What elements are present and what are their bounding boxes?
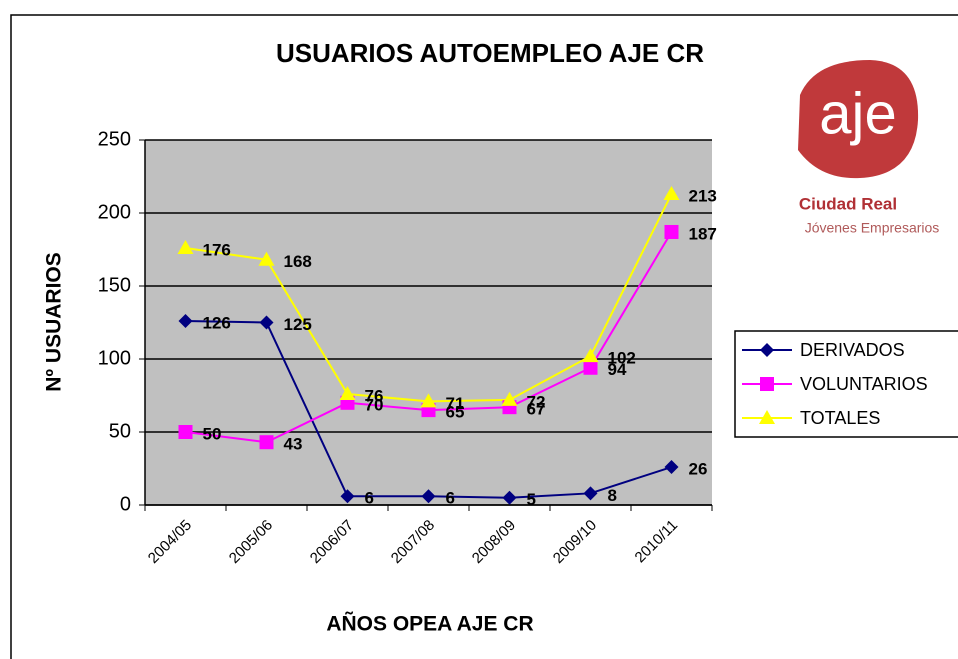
logo-line1: Ciudad Real (799, 194, 897, 213)
data-label: 187 (689, 224, 717, 243)
data-label: 125 (284, 315, 312, 334)
marker (502, 490, 517, 505)
data-label: 76 (365, 387, 384, 406)
marker (421, 489, 436, 504)
data-label: 126 (203, 314, 231, 333)
marker (664, 224, 679, 239)
marker (259, 435, 274, 450)
marker (760, 343, 774, 357)
legend: DERIVADOS VOLUNTARIOS TOTALES (734, 330, 958, 438)
marker (664, 460, 679, 475)
logo-shape (798, 60, 919, 179)
data-label: 176 (203, 241, 231, 260)
logo-line2: Jóvenes Empresarios (805, 220, 940, 236)
logo: aje Ciudad Real Jóvenes Empresarios (798, 60, 939, 236)
marker (663, 186, 680, 201)
x-axis-label: AÑOS OPEA AJE CR (326, 613, 533, 636)
data-label: 213 (689, 187, 717, 206)
marker (178, 425, 193, 439)
y-tick-label: 100 (98, 347, 131, 369)
y-tick-label: 250 (98, 128, 131, 150)
y-tick-label: 0 (120, 493, 131, 515)
data-label: 65 (446, 403, 465, 422)
y-axis-label: Nº USUARIOS (43, 252, 66, 392)
data-label: 6 (365, 489, 374, 508)
y-tick-label: 150 (98, 274, 131, 296)
logo-text: aje (819, 81, 896, 146)
marker (583, 486, 598, 501)
legend-label: VOLUNTARIOS (800, 374, 928, 394)
data-label: 102 (608, 349, 636, 368)
marker (177, 240, 194, 255)
marker (420, 393, 437, 408)
data-label: 50 (203, 424, 222, 443)
data-label: 94 (608, 360, 627, 379)
y-tick-label: 50 (109, 420, 131, 442)
data-label: 168 (284, 252, 312, 271)
data-label: 43 (284, 435, 303, 454)
legend-label: TOTALES (800, 408, 880, 428)
marker (759, 410, 775, 424)
data-label: 67 (527, 400, 546, 419)
data-label: 6 (446, 489, 455, 508)
legend-label: DERIVADOS (800, 340, 905, 360)
data-label: 70 (365, 395, 384, 414)
data-label: 26 (689, 460, 708, 479)
marker (582, 348, 599, 363)
data-label: 5 (527, 490, 536, 509)
chart-title: USUARIOS AUTOEMPLEO AJE CR (276, 38, 704, 68)
marker (339, 386, 356, 401)
data-label: 8 (608, 486, 617, 505)
marker (340, 489, 355, 504)
y-tick-label: 200 (98, 201, 131, 223)
marker (583, 360, 598, 375)
marker (258, 251, 275, 266)
marker (259, 315, 274, 330)
marker (501, 391, 518, 406)
data-label: 71 (446, 394, 465, 413)
data-label: 72 (527, 392, 546, 411)
marker (760, 377, 774, 391)
marker (178, 314, 193, 329)
